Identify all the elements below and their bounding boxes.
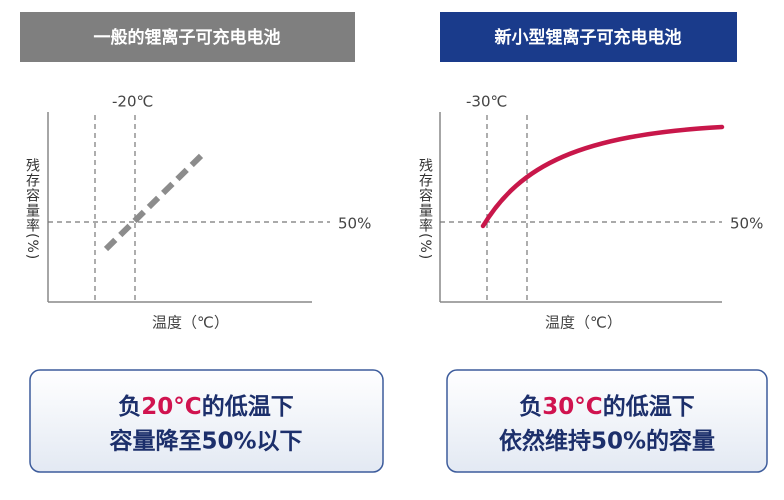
- level-label: 50%: [730, 215, 763, 233]
- header-box: [20, 12, 355, 62]
- note-highlight: 20°C: [141, 394, 201, 420]
- note-text: 的低温下: [202, 393, 294, 420]
- temp-label: -20℃: [112, 93, 153, 111]
- temp-label: -30℃: [466, 93, 507, 111]
- note-line: 容量降至50%以下: [109, 428, 302, 455]
- x-axis-label: 温度（℃）: [545, 314, 622, 332]
- level-label: 50%: [338, 215, 371, 233]
- note-text: 负: [519, 394, 542, 420]
- note-box: [446, 369, 768, 473]
- y-axis-label: 残存容量率(%): [417, 158, 433, 260]
- note-highlight: 30°C: [542, 394, 602, 420]
- header-title: 新小型锂离子可充电电池: [495, 27, 682, 48]
- capacity-curve: [480, 124, 725, 229]
- header-title: 一般的锂离子可充电电池: [94, 27, 281, 48]
- note-text: 负: [118, 394, 141, 420]
- header-box: [440, 12, 737, 62]
- x-axis-label: 温度（℃）: [152, 314, 229, 332]
- note-line: 负30°C的低温下: [519, 393, 694, 420]
- note-text: 的低温下: [603, 393, 695, 420]
- capacity-line: [103, 149, 208, 252]
- y-axis-label: 残存容量率(%): [24, 158, 40, 260]
- note-box: [29, 369, 384, 473]
- note-line: 负20°C的低温下: [118, 393, 293, 420]
- note-line: 依然维持50%的容量: [499, 428, 715, 455]
